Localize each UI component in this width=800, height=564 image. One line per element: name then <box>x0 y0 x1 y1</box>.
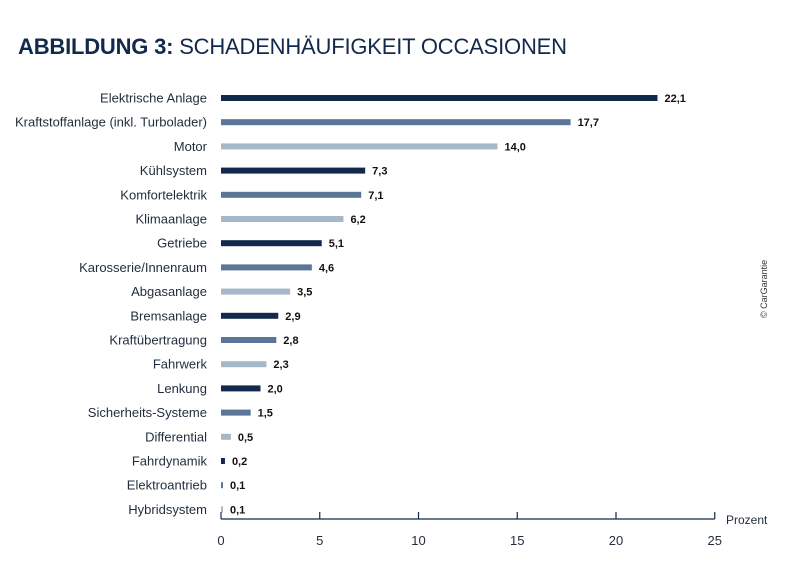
source-credit: © CarGarantie <box>759 260 769 318</box>
value-label: 1,5 <box>258 408 273 420</box>
value-label: 0,1 <box>230 504 245 516</box>
category-label: Klimaanlage <box>135 212 207 227</box>
bar <box>221 482 223 489</box>
category-label: Elektroantrieb <box>127 478 207 493</box>
bar-row: Sicherheits-Systeme 1,5 <box>88 405 273 420</box>
bar-row: Karosserie/Innenraum 4,6 <box>79 260 334 275</box>
bar-row: Abgasanlage 3,5 <box>131 284 312 299</box>
value-label: 3,5 <box>297 287 312 299</box>
bar-row: Kraftstoffanlage (inkl. Turbolader) 17,7 <box>15 115 599 130</box>
x-tick-label: 10 <box>411 533 425 548</box>
chart-title: ABBILDUNG 3: SCHADENHÄUFIGKEIT OCCASIONE… <box>18 34 567 60</box>
x-axis: 0 5 10 15 20 25 <box>217 512 722 548</box>
x-tick-label: 0 <box>217 533 224 548</box>
bar <box>221 216 344 222</box>
category-label: Motor <box>174 139 208 154</box>
value-label: 7,3 <box>372 166 387 178</box>
bar-row: Getriebe 5,1 <box>157 236 344 251</box>
category-label: Kraftübertragung <box>109 333 207 348</box>
bar-row: Hybridsystem 0,1 <box>128 502 245 517</box>
bar <box>221 288 291 295</box>
value-label: 0,1 <box>230 480 245 492</box>
bar-row: Elektrische Anlage 22,1 <box>100 91 686 106</box>
value-label: 2,3 <box>273 359 288 371</box>
bar <box>221 167 366 174</box>
bar <box>221 312 279 319</box>
bar <box>221 433 231 440</box>
bar <box>221 95 658 101</box>
value-label: 0,2 <box>232 456 247 468</box>
value-label: 2,8 <box>283 335 298 347</box>
value-label: 17,7 <box>578 117 599 129</box>
x-tick-label: 15 <box>510 533 524 548</box>
chart-title-text: SCHADENHÄUFIGKEIT OCCASIONEN <box>179 34 567 59</box>
category-label: Kraftstoffanlage (inkl. Turbolader) <box>15 115 207 130</box>
x-tick-label: 25 <box>708 533 722 548</box>
bar-row: Kraftübertragung 2,8 <box>109 333 298 348</box>
bar <box>221 264 312 271</box>
category-label: Elektrische Anlage <box>100 91 207 106</box>
bar <box>221 361 267 368</box>
bar <box>221 385 261 392</box>
bar-row: Kühlsystem 7,3 <box>140 163 388 178</box>
bar-row: Motor 14,0 <box>174 139 526 154</box>
category-label: Differential <box>145 429 207 444</box>
bar-row: Klimaanlage 6,2 <box>135 212 365 227</box>
category-label: Getriebe <box>157 236 207 251</box>
category-label: Fahrdynamik <box>132 454 208 469</box>
category-label: Kühlsystem <box>140 163 207 178</box>
value-label: 2,9 <box>285 311 300 323</box>
category-label: Bremsanlage <box>130 308 207 323</box>
x-axis-unit-label: Prozent <box>726 513 768 527</box>
value-label: 6,2 <box>350 214 365 226</box>
value-label: 5,1 <box>329 238 344 250</box>
bar-row: Bremsanlage 2,9 <box>130 308 300 323</box>
bar <box>221 337 277 343</box>
bar <box>221 119 571 126</box>
x-tick-label: 20 <box>609 533 623 548</box>
value-label: 0,5 <box>238 432 253 444</box>
category-label: Hybridsystem <box>128 502 207 517</box>
bar <box>221 240 322 247</box>
category-label: Komfortelektrik <box>120 187 207 202</box>
category-label: Abgasanlage <box>131 284 207 299</box>
bar <box>221 409 251 416</box>
bar-row: Fahrwerk 2,3 <box>153 357 289 372</box>
value-label: 2,0 <box>268 383 283 395</box>
bar <box>221 143 498 150</box>
bar-row: Komfortelektrik 7,1 <box>120 187 383 202</box>
bar <box>221 458 225 464</box>
bar-row: Lenkung 2,0 <box>157 381 283 396</box>
value-label: 4,6 <box>319 262 334 274</box>
bar <box>221 191 362 198</box>
bar-row: Differential 0,5 <box>145 429 253 444</box>
value-label: 22,1 <box>664 93 685 105</box>
category-label: Sicherheits-Systeme <box>88 405 207 420</box>
bars-group: Elektrische Anlage 22,1 Kraftstoffanlage (… <box>15 91 686 517</box>
category-label: Fahrwerk <box>153 357 208 372</box>
bar-row: Elektroantrieb 0,1 <box>127 478 246 493</box>
chart-title-prefix: ABBILDUNG 3: <box>18 34 174 59</box>
bar-row: Fahrdynamik 0,2 <box>132 454 247 469</box>
bar <box>221 506 223 513</box>
value-label: 7,1 <box>368 190 383 202</box>
value-label: 14,0 <box>505 141 526 153</box>
category-label: Karosserie/Innenraum <box>79 260 207 275</box>
x-tick-label: 5 <box>316 533 323 548</box>
category-label: Lenkung <box>157 381 207 396</box>
